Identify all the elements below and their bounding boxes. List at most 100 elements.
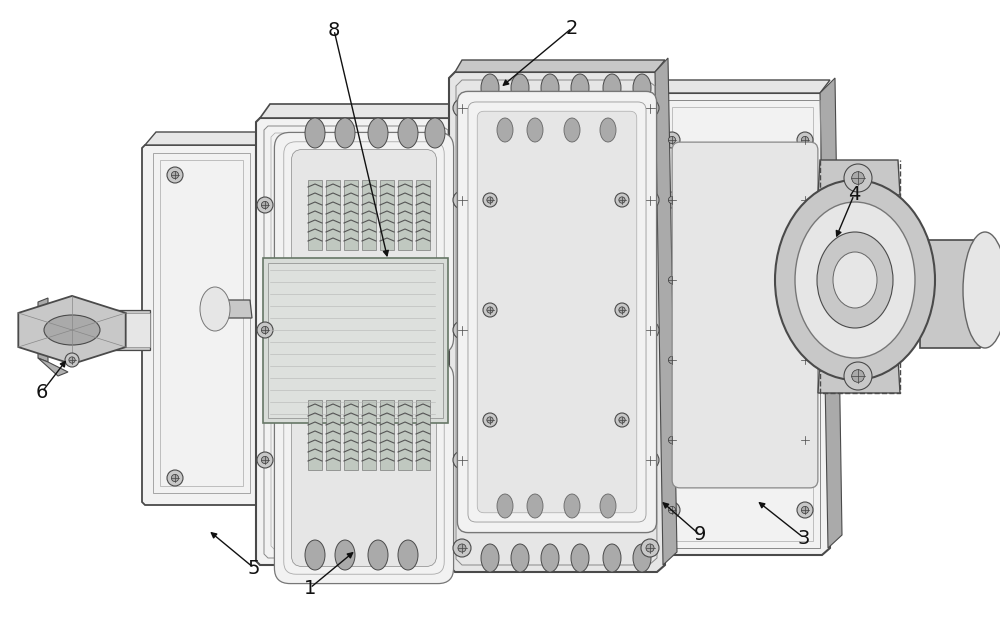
Ellipse shape bbox=[797, 192, 813, 208]
Bar bbox=[416, 400, 430, 470]
Ellipse shape bbox=[65, 353, 79, 367]
Ellipse shape bbox=[664, 502, 680, 518]
Ellipse shape bbox=[797, 502, 813, 518]
Ellipse shape bbox=[641, 539, 659, 557]
Ellipse shape bbox=[641, 321, 659, 339]
Ellipse shape bbox=[615, 303, 629, 317]
FancyBboxPatch shape bbox=[292, 379, 436, 566]
FancyBboxPatch shape bbox=[672, 142, 818, 488]
Ellipse shape bbox=[833, 252, 877, 308]
Ellipse shape bbox=[801, 277, 809, 283]
Polygon shape bbox=[38, 358, 68, 376]
Ellipse shape bbox=[664, 432, 680, 448]
Ellipse shape bbox=[797, 132, 813, 148]
Ellipse shape bbox=[483, 193, 497, 207]
Polygon shape bbox=[920, 240, 990, 348]
Ellipse shape bbox=[257, 322, 273, 338]
Ellipse shape bbox=[458, 104, 466, 112]
Ellipse shape bbox=[646, 544, 654, 552]
Ellipse shape bbox=[458, 544, 466, 552]
Text: 8: 8 bbox=[328, 21, 340, 39]
Text: 1: 1 bbox=[304, 579, 316, 597]
Ellipse shape bbox=[458, 196, 466, 204]
Ellipse shape bbox=[600, 494, 616, 518]
Bar bbox=[263, 258, 448, 423]
Ellipse shape bbox=[801, 196, 809, 204]
Ellipse shape bbox=[603, 74, 621, 102]
FancyBboxPatch shape bbox=[457, 92, 657, 533]
Bar bbox=[326, 400, 340, 470]
Ellipse shape bbox=[615, 413, 629, 427]
Ellipse shape bbox=[646, 104, 654, 112]
Ellipse shape bbox=[511, 74, 529, 102]
Ellipse shape bbox=[797, 432, 813, 448]
Ellipse shape bbox=[646, 326, 654, 334]
Ellipse shape bbox=[487, 197, 493, 203]
Polygon shape bbox=[818, 358, 900, 393]
Ellipse shape bbox=[261, 201, 269, 209]
Polygon shape bbox=[256, 118, 458, 565]
Ellipse shape bbox=[487, 417, 493, 423]
Ellipse shape bbox=[963, 232, 1000, 348]
Ellipse shape bbox=[801, 436, 809, 444]
Ellipse shape bbox=[668, 506, 676, 513]
Ellipse shape bbox=[458, 326, 466, 334]
Text: 6: 6 bbox=[36, 383, 48, 401]
Ellipse shape bbox=[305, 118, 325, 148]
Text: 9: 9 bbox=[694, 525, 706, 545]
Ellipse shape bbox=[497, 494, 513, 518]
Ellipse shape bbox=[797, 272, 813, 288]
Ellipse shape bbox=[261, 326, 269, 333]
Ellipse shape bbox=[664, 132, 680, 148]
Ellipse shape bbox=[483, 413, 497, 427]
Bar bbox=[153, 153, 250, 493]
Bar bbox=[100, 310, 150, 350]
Ellipse shape bbox=[795, 202, 915, 358]
Ellipse shape bbox=[398, 540, 418, 570]
Ellipse shape bbox=[817, 232, 893, 328]
Ellipse shape bbox=[801, 136, 809, 143]
Ellipse shape bbox=[44, 315, 100, 345]
Ellipse shape bbox=[619, 417, 625, 423]
Bar bbox=[160, 160, 243, 486]
Bar bbox=[308, 400, 322, 470]
FancyBboxPatch shape bbox=[477, 112, 637, 513]
Ellipse shape bbox=[368, 118, 388, 148]
Text: 5: 5 bbox=[248, 558, 260, 578]
Polygon shape bbox=[260, 104, 462, 118]
Bar bbox=[380, 180, 394, 250]
Ellipse shape bbox=[564, 494, 580, 518]
Ellipse shape bbox=[527, 118, 543, 142]
FancyBboxPatch shape bbox=[284, 372, 444, 574]
Bar bbox=[326, 180, 340, 250]
Ellipse shape bbox=[664, 192, 680, 208]
Ellipse shape bbox=[167, 470, 183, 486]
Ellipse shape bbox=[641, 451, 659, 469]
Ellipse shape bbox=[844, 164, 872, 192]
Polygon shape bbox=[145, 132, 270, 145]
Ellipse shape bbox=[646, 456, 654, 464]
Ellipse shape bbox=[527, 494, 543, 518]
Ellipse shape bbox=[453, 191, 471, 209]
Ellipse shape bbox=[852, 369, 864, 383]
Polygon shape bbox=[449, 72, 665, 572]
Ellipse shape bbox=[481, 74, 499, 102]
Polygon shape bbox=[142, 145, 262, 505]
Bar bbox=[398, 180, 412, 250]
Ellipse shape bbox=[668, 436, 676, 444]
Ellipse shape bbox=[257, 452, 273, 468]
Ellipse shape bbox=[603, 544, 621, 572]
Ellipse shape bbox=[571, 74, 589, 102]
Ellipse shape bbox=[257, 197, 273, 213]
Bar bbox=[380, 400, 394, 470]
Ellipse shape bbox=[775, 180, 935, 380]
Ellipse shape bbox=[797, 352, 813, 368]
Ellipse shape bbox=[852, 172, 864, 184]
Ellipse shape bbox=[453, 99, 471, 117]
Ellipse shape bbox=[668, 196, 676, 204]
Ellipse shape bbox=[664, 352, 680, 368]
Bar bbox=[672, 107, 813, 541]
Ellipse shape bbox=[483, 303, 497, 317]
Polygon shape bbox=[658, 80, 830, 93]
Polygon shape bbox=[820, 78, 842, 548]
